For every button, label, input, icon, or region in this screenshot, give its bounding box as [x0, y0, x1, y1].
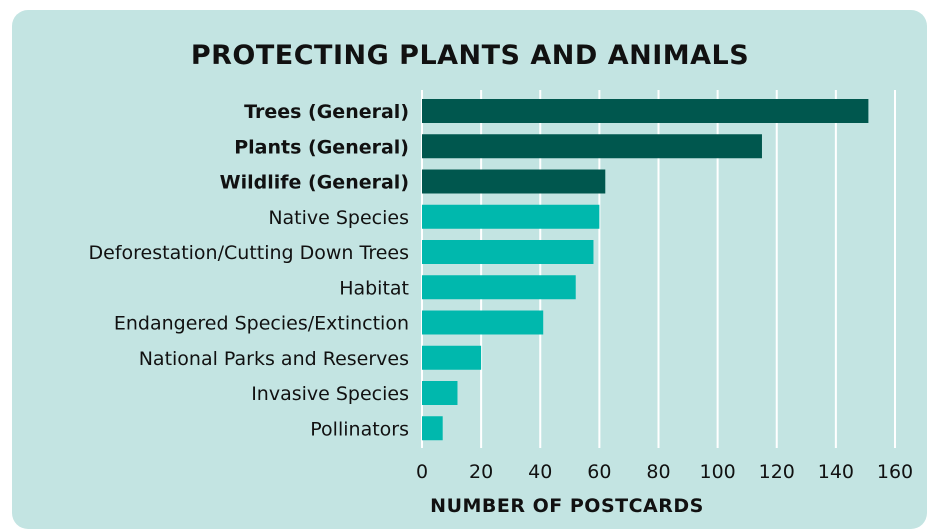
- bar: [422, 381, 458, 405]
- bar: [422, 204, 600, 229]
- category-label: Pollinators: [310, 418, 409, 440]
- bars: [422, 99, 869, 441]
- category-labels: Trees (General) Plants (General) Wildlife …: [89, 101, 410, 440]
- bar: [422, 275, 576, 300]
- x-tick-label: 20: [469, 461, 493, 483]
- x-tick-label: 160: [877, 461, 913, 483]
- bar: [422, 240, 594, 264]
- x-tick-label: 120: [759, 461, 795, 483]
- x-tick-label: 60: [587, 461, 611, 483]
- category-label: Wildlife (General): [220, 172, 409, 194]
- bar: [422, 134, 762, 159]
- chart-card: [12, 10, 927, 529]
- bar: [422, 99, 869, 123]
- category-label: Plants (General): [234, 136, 409, 158]
- x-tick-label: 100: [699, 461, 735, 483]
- x-tick-label: 80: [646, 461, 670, 483]
- chart-title: PROTECTING PLANTS AND ANIMALS: [190, 40, 750, 71]
- category-label: Invasive Species: [251, 383, 409, 405]
- bar: [422, 310, 544, 335]
- bar: [422, 345, 482, 370]
- bar: [422, 416, 443, 441]
- category-label: Native Species: [268, 207, 409, 229]
- x-axis-title: NUMBER OF POSTCARDS: [430, 495, 704, 517]
- category-label: National Parks and Reserves: [139, 348, 409, 370]
- category-label: Trees (General): [244, 101, 409, 123]
- x-tick-labels: 0 20 40 60 80 100 120 140 160: [416, 461, 913, 483]
- category-label: Endangered Species/Extinction: [114, 313, 409, 335]
- x-tick-label: 140: [818, 461, 854, 483]
- x-tick-label: 40: [528, 461, 552, 483]
- x-tick-label: 0: [416, 461, 428, 483]
- bar: [422, 169, 606, 194]
- category-label: Deforestation/Cutting Down Trees: [89, 242, 410, 264]
- category-label: Habitat: [339, 277, 409, 299]
